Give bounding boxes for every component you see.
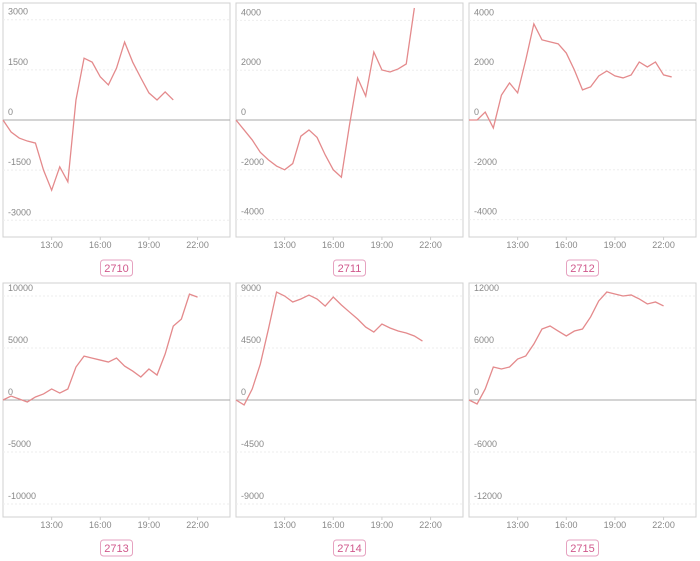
y-tick-label: -6000 [474, 439, 497, 449]
y-tick-label: -4500 [241, 439, 264, 449]
y-tick-label: -10000 [8, 491, 36, 501]
x-tick-label: 13:00 [273, 240, 296, 250]
y-tick-label: 1500 [8, 57, 28, 67]
x-tick-label: 19:00 [138, 240, 161, 250]
x-tick-label: 16:00 [322, 520, 345, 530]
x-tick-label: 13:00 [273, 520, 296, 530]
y-tick-label: 4000 [241, 7, 261, 17]
title-box [333, 259, 366, 277]
x-tick-label: 16:00 [89, 240, 112, 250]
x-tick-label: 19:00 [138, 520, 161, 530]
y-tick-label: -4000 [474, 207, 497, 217]
y-tick-label: 10000 [8, 283, 33, 293]
series-line [468, 291, 664, 405]
chart-title: 2710 [104, 263, 128, 275]
y-tick-label: 0 [474, 387, 479, 397]
title-box [566, 539, 599, 557]
x-tick-label: 22:00 [652, 240, 675, 250]
x-tick-label: 22:00 [419, 520, 442, 530]
series-line [235, 7, 416, 179]
y-tick-label: -9000 [241, 491, 264, 501]
x-tick-label: 13:00 [506, 520, 529, 530]
series-line [2, 293, 198, 403]
y-tick-label: -3000 [8, 207, 31, 217]
x-tick-label: 19:00 [371, 520, 394, 530]
x-tick-label: 22:00 [186, 240, 209, 250]
y-tick-label: -2000 [474, 157, 497, 167]
chart-title: 2714 [337, 543, 361, 555]
x-tick-label: 13:00 [40, 520, 63, 530]
x-tick-label: 13:00 [40, 240, 63, 250]
chart-title: 2712 [570, 263, 594, 275]
y-tick-label: 2000 [241, 57, 261, 67]
y-tick-label: 0 [474, 107, 479, 117]
x-tick-label: 16:00 [555, 240, 578, 250]
x-tick-label: 19:00 [604, 520, 627, 530]
x-tick-label: 19:00 [371, 240, 394, 250]
title-box [333, 539, 366, 557]
x-tick-label: 19:00 [604, 240, 627, 250]
series-line [469, 22, 672, 130]
y-tick-label: 3000 [8, 7, 28, 17]
y-tick-label: 5000 [8, 335, 28, 345]
x-tick-label: 22:00 [419, 240, 442, 250]
y-tick-label: 12000 [474, 283, 499, 293]
y-tick-label: 0 [8, 387, 13, 397]
x-tick-label: 16:00 [89, 520, 112, 530]
y-tick-label: -5000 [8, 439, 31, 449]
x-tick-label: 22:00 [652, 520, 675, 530]
chart-title: 2713 [104, 543, 128, 555]
y-tick-label: -2000 [241, 157, 264, 167]
y-tick-label: -12000 [474, 491, 502, 501]
y-tick-label: -4000 [241, 207, 264, 217]
title-box [566, 259, 599, 277]
x-tick-label: 16:00 [555, 520, 578, 530]
chart-title: 2715 [570, 543, 594, 555]
y-tick-label: 4000 [474, 7, 494, 17]
y-tick-label: 4500 [241, 335, 261, 345]
x-tick-label: 13:00 [506, 240, 529, 250]
y-tick-label: -1500 [8, 157, 31, 167]
y-tick-label: 9000 [241, 283, 261, 293]
y-tick-label: 0 [241, 107, 246, 117]
series-line [235, 291, 423, 406]
chart-title: 2711 [338, 263, 362, 275]
title-box [100, 259, 133, 277]
y-tick-label: 0 [8, 107, 13, 117]
y-tick-label: 6000 [474, 335, 494, 345]
title-box [100, 539, 133, 557]
series-line [2, 40, 174, 193]
y-tick-label: 2000 [474, 57, 494, 67]
x-tick-label: 16:00 [322, 240, 345, 250]
y-tick-label: 0 [241, 387, 246, 397]
x-tick-label: 22:00 [186, 520, 209, 530]
